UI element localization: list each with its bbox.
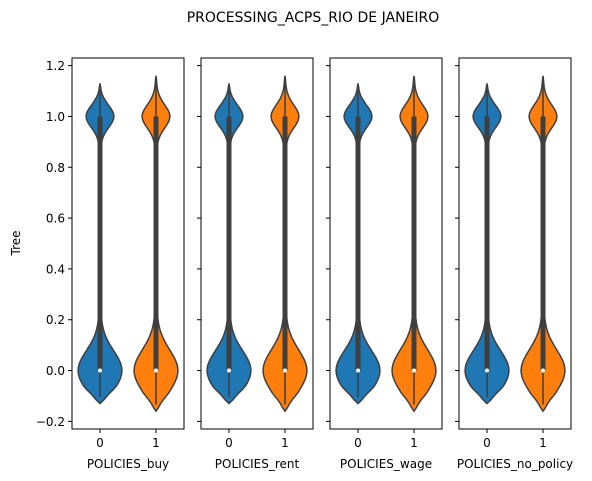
x-axis-label: POLICIES_rent [215,457,300,471]
median-point [98,368,102,373]
y-tick-label: 0.6 [46,212,65,226]
median-point [485,368,489,373]
median-point [356,368,360,373]
x-tick-label: 0 [225,436,233,450]
x-axis-label: POLICIES_wage [340,457,432,471]
y-tick-label: 0.0 [46,364,65,378]
axes-frame [200,57,314,430]
subplot-3: 0 1 POLICIES_wage [326,57,443,471]
y-tick-label: 0.8 [46,161,65,175]
axes-frame [71,57,185,430]
subplot-2: 0 1 POLICIES_rent [197,57,314,471]
y-tick-label: 0.4 [46,262,65,276]
x-tick-label: 0 [96,436,104,450]
y-tick-label: 1.2 [46,59,65,73]
y-tick-label: −0.2 [36,415,65,429]
x-tick-label: 1 [539,436,547,450]
x-tick-label: 0 [354,436,362,450]
subplot-4: 0 1 POLICIES_no_policy [455,57,573,471]
x-tick-label: 1 [152,436,160,450]
median-point [541,368,545,373]
median-point [283,368,287,373]
x-axis-label: POLICIES_buy [87,457,169,471]
subplot-1: −0.2 0.0 0.2 0.4 0.6 0.8 1.0 1.2 0 1 POLICIES_buy [36,57,185,471]
figure-title: PROCESSING_ACPS_RIO DE JANEIRO [187,10,440,26]
axes-frame [329,57,443,430]
x-tick-label: 1 [410,436,418,450]
median-point [412,368,416,373]
axes-frame [458,57,572,430]
y-axis-label: Tree [9,230,23,256]
y-tick-label: 0.2 [46,313,65,327]
y-tick-label: 1.0 [46,110,65,124]
x-tick-label: 0 [483,436,491,450]
median-point [154,368,158,373]
median-point [227,368,231,373]
x-axis-label: POLICIES_no_policy [457,457,573,471]
x-tick-label: 1 [281,436,289,450]
